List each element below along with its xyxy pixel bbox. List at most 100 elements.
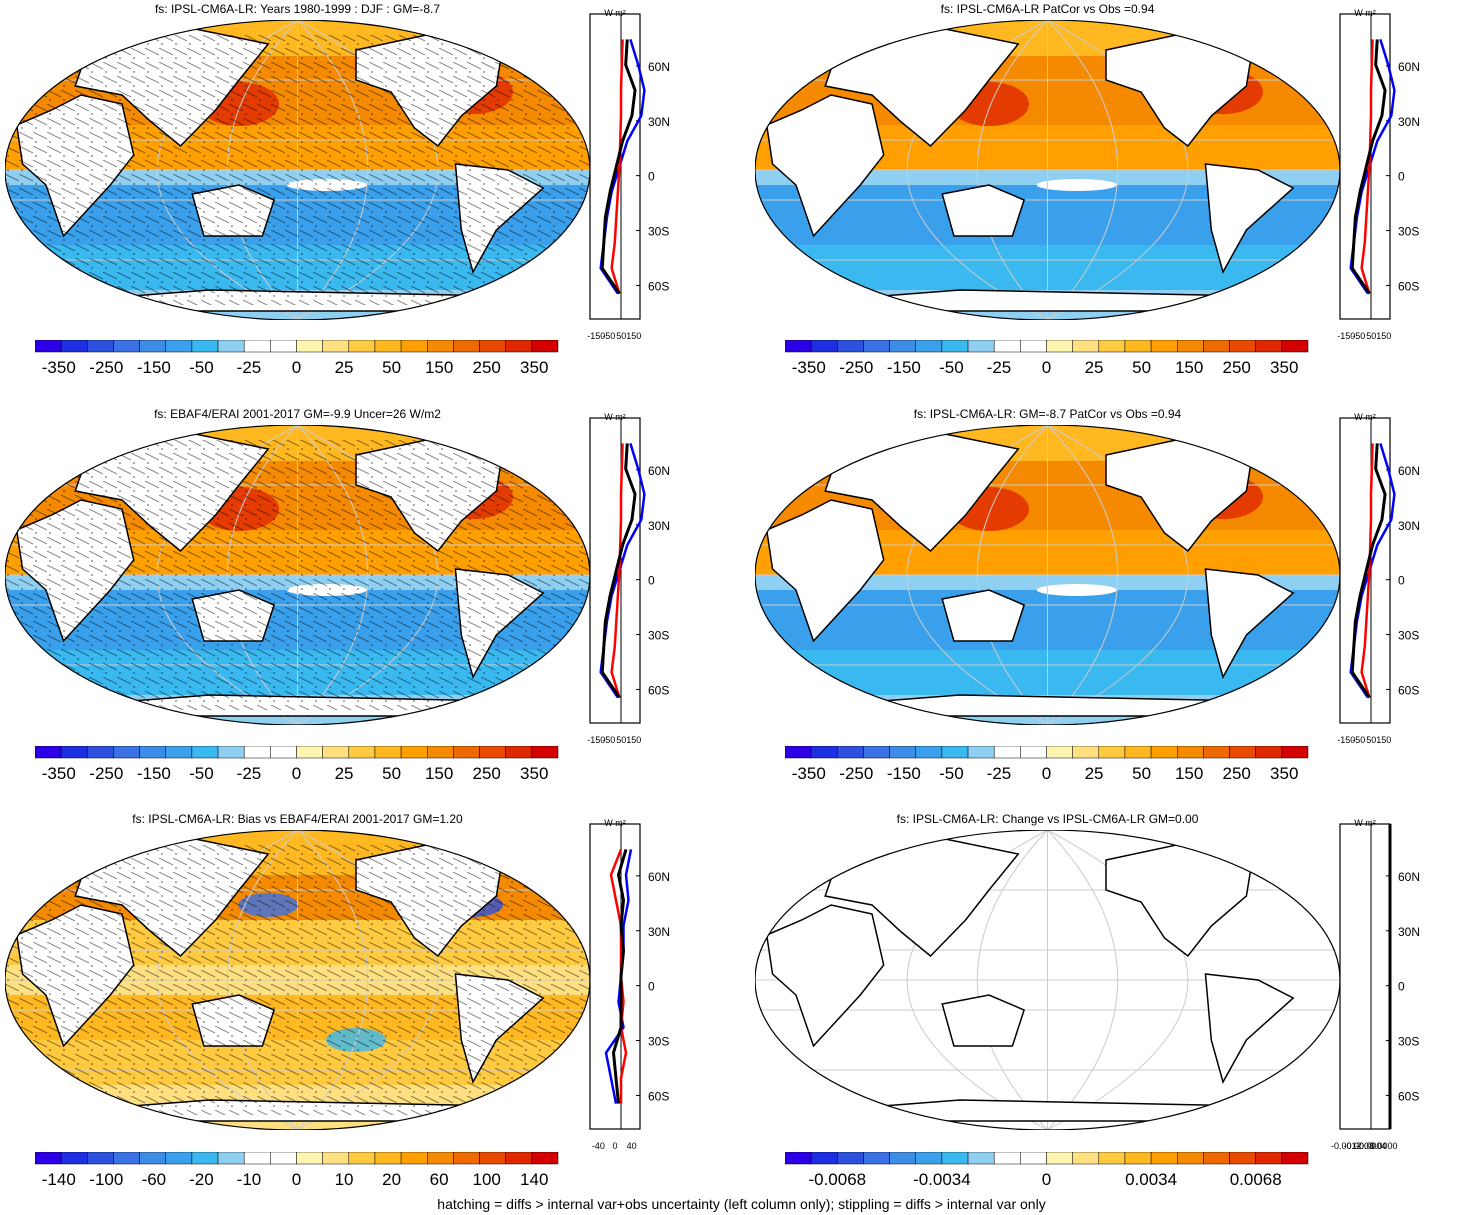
lat-tick-label: 60N (648, 464, 670, 478)
lon-gridline (976, 425, 1048, 725)
lat-tick-label: 60N (1398, 60, 1420, 74)
lat-tick-label: 30S (648, 629, 669, 643)
colorbar-swatch (348, 340, 376, 353)
colorbar-swatch (374, 746, 402, 759)
lat-tick-label: 0 (648, 574, 655, 588)
profile-tick-label: 150 (1376, 735, 1391, 745)
colorbar-label: 350 (520, 358, 548, 376)
lat-tick-label: 60S (1398, 1089, 1419, 1103)
map-outline (755, 830, 1340, 1130)
profile-series-line (1350, 39, 1387, 295)
colorbar-swatch (863, 1152, 890, 1165)
colorbar-swatch (1255, 1152, 1283, 1165)
colorbar-swatch (113, 746, 140, 759)
colorbar-label: 0.0034 (1125, 1170, 1177, 1188)
colorbar-swatch (1177, 1152, 1204, 1165)
colorbar-swatch (785, 1152, 812, 1165)
profile-tick-label: -150 (587, 331, 605, 341)
continent (1204, 973, 1295, 1084)
colorbar-swatch (505, 340, 533, 353)
colorbar-label: 150 (1175, 358, 1203, 376)
colorbar-swatch (60, 340, 88, 353)
colorbar-swatch (1203, 340, 1230, 353)
colorbar-swatch (785, 746, 812, 759)
colorbar-label: -250 (89, 764, 123, 782)
colorbar-label: 25 (335, 764, 354, 782)
profile-tick-label: 50 (616, 331, 626, 341)
colorbar-label: 150 (425, 764, 453, 782)
panel-title: fs: IPSL-CM6A-LR: Change vs IPSL-CM6A-LR… (896, 812, 1199, 826)
profile-tick-label: -150 (587, 735, 605, 745)
colorbar-swatch (915, 1152, 943, 1165)
hatching-overlay (5, 35, 590, 305)
panel-title: fs: IPSL-CM6A-LR: Bias vs EBAF4/ERAI 200… (132, 812, 463, 826)
colorbar-swatch (1150, 340, 1178, 353)
colorbar-swatch (165, 1152, 193, 1165)
colorbar-swatch (191, 340, 219, 353)
lat-tick-label: 60S (1398, 683, 1419, 697)
colorbar-swatch (243, 340, 271, 353)
colorbar-swatch (531, 746, 559, 759)
colorbar-swatch (1150, 1152, 1178, 1165)
profile-frame (1339, 823, 1391, 1130)
colorbar-label: 0 (1042, 358, 1051, 376)
colorbar-swatch (139, 340, 166, 353)
lat-tick-label: 30N (1398, 925, 1420, 939)
colorbar-label: -250 (839, 358, 873, 376)
profile-series-line (1360, 443, 1374, 698)
lat-tick-label: 30N (648, 925, 670, 939)
lat-tick-label: 60N (648, 870, 670, 884)
colorbar-swatch (243, 1152, 271, 1165)
lat-tick-label: 30S (1398, 1035, 1419, 1049)
colorbar-swatch (915, 746, 943, 759)
colorbar-swatch (243, 746, 271, 759)
profile-tick-label: 0.0000 (1370, 1141, 1398, 1151)
profile-tick-label: -50 (602, 735, 615, 745)
colorbar-swatch (348, 1152, 376, 1165)
colorbar-label: 150 (425, 358, 453, 376)
colorbar-swatch (139, 746, 166, 759)
colorbar-label: -150 (137, 358, 171, 376)
lat-tick-label: 60S (648, 1089, 669, 1103)
colorbar-swatch (322, 1152, 350, 1165)
colorbar-swatch (374, 340, 402, 353)
robinson-map (755, 425, 1340, 725)
colorbar-swatch (863, 746, 890, 759)
hatching-overlay (5, 845, 590, 1115)
profile-series-line (611, 848, 628, 1104)
colorbar-swatch (1203, 1152, 1230, 1165)
colorbar-swatch (993, 746, 1021, 759)
colorbar-swatch (889, 746, 916, 759)
lat-tick-label: 0 (648, 170, 655, 184)
colorbar-swatch (400, 340, 428, 353)
colorbar-swatch (217, 340, 245, 353)
profile-tick-label: -50 (602, 331, 615, 341)
profile-tick-label: 50 (1366, 735, 1376, 745)
colorbar-swatch (837, 1152, 864, 1165)
colorbar-label: 350 (1270, 358, 1298, 376)
robinson-map (5, 830, 590, 1130)
lat-tick-label: 0 (1398, 980, 1405, 994)
continent (941, 994, 1026, 1047)
colorbar-swatch (1177, 746, 1204, 759)
colorbar-label: 350 (520, 764, 548, 782)
colorbar-swatch (967, 340, 995, 353)
colorbar: -350 -250 -150 -50 -25 0 25 50 150 250 350 (35, 746, 559, 782)
colorbar-label: 25 (335, 358, 354, 376)
lat-tick-label: 30N (648, 115, 670, 129)
colorbar-swatch (87, 1152, 114, 1165)
profile-series-line (610, 39, 624, 294)
profile-series-line (604, 849, 633, 1104)
colorbar-label: 250 (1222, 358, 1250, 376)
lon-gridline (1047, 425, 1119, 725)
colorbar-swatch (810, 340, 838, 353)
colorbar-swatch (1124, 746, 1152, 759)
profile-frame (589, 823, 641, 1130)
robinson-map (755, 830, 1340, 1130)
colorbar-label: -25 (987, 358, 1012, 376)
zonal-profile: W m² 60N 30N 0 30S 60S -0.0012-0.0008-0.00040.… (1331, 818, 1420, 1151)
continent (824, 835, 1020, 958)
colorbar-swatch (889, 340, 916, 353)
colorbar-label: 25 (1085, 358, 1104, 376)
colorbar-swatch (531, 1152, 559, 1165)
